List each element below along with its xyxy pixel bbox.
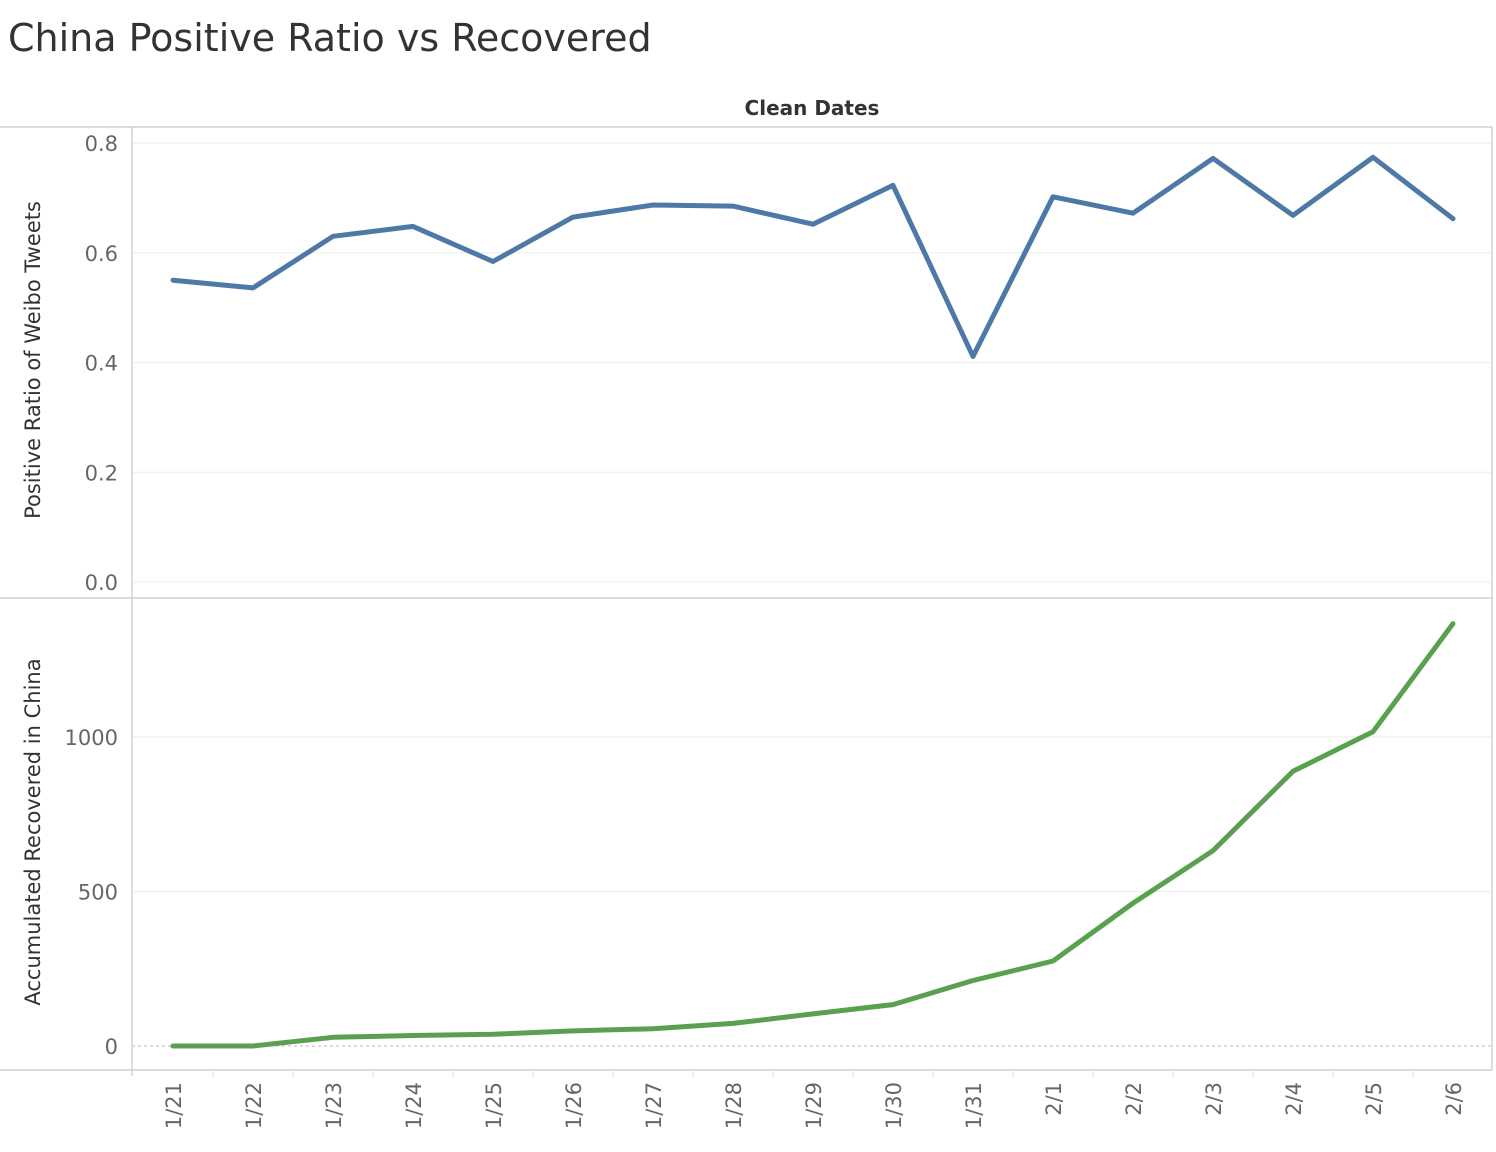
x-tick-label: 1/26: [562, 1082, 586, 1129]
chart-title: China Positive Ratio vs Recovered: [8, 16, 652, 60]
x-tick-label: 2/5: [1362, 1082, 1386, 1116]
x-tick-label: 1/22: [242, 1082, 266, 1129]
positive-ratio-y-tick-label: 0.0: [85, 571, 118, 595]
recovered-y-tick-label: 1000: [65, 726, 118, 750]
positive-ratio-gridlines: [132, 142, 1492, 583]
x-tick-label: 1/25: [482, 1082, 506, 1129]
positive-ratio-y-axis-title: Positive Ratio of Weibo Tweets: [21, 201, 45, 519]
positive-ratio-y-tick-label: 0.4: [85, 352, 118, 376]
x-axis-ticks: 1/21 1/22 1/23 1/24 1/25 1/26 1/27 1/28 1/29 1/30…: [162, 1070, 1466, 1129]
x-tick-label: 1/28: [722, 1082, 746, 1129]
x-tick-label: 1/27: [642, 1082, 666, 1129]
x-tick-label: 1/21: [162, 1082, 186, 1129]
positive-ratio-y-ticks: 0.0 0.2 0.4 0.6 0.8: [85, 132, 118, 595]
recovered-y-ticks: 0 500 1000: [65, 726, 118, 1059]
x-axis-header: Clean Dates: [745, 96, 880, 120]
positive-ratio-panel: 0.0 0.2 0.4 0.6 0.8 Positive Ratio of Weibo …: [21, 132, 1492, 595]
chart-frame: [0, 126, 1493, 1076]
x-tick-label: 1/31: [962, 1082, 986, 1129]
recovered-y-tick-label: 0: [105, 1035, 118, 1059]
recovered-gridlines: [132, 736, 1492, 1047]
recovered-panel: 0 500 1000 Accumulated Recovered in China: [21, 621, 1492, 1059]
positive-ratio-y-tick-label: 0.2: [85, 461, 118, 485]
x-tick-label: 1/24: [402, 1082, 426, 1129]
recovered-y-axis-title: Accumulated Recovered in China: [21, 658, 45, 1005]
positive-ratio-y-tick-label: 0.8: [85, 132, 118, 156]
x-tick-label: 2/2: [1122, 1082, 1146, 1116]
x-tick-label: 2/3: [1202, 1082, 1226, 1116]
x-tick-label: 1/30: [882, 1082, 906, 1129]
recovered-line[interactable]: [170, 621, 1456, 1049]
positive-ratio-line[interactable]: [170, 154, 1456, 359]
positive-ratio-y-tick-label: 0.6: [85, 242, 118, 266]
x-tick-label: 2/1: [1042, 1082, 1066, 1116]
x-tick-label: 1/29: [802, 1082, 826, 1129]
x-tick-label: 2/4: [1282, 1082, 1306, 1116]
recovered-y-tick-label: 500: [78, 881, 118, 905]
x-tick-label: 1/23: [322, 1082, 346, 1129]
x-tick-label: 2/6: [1442, 1082, 1466, 1116]
